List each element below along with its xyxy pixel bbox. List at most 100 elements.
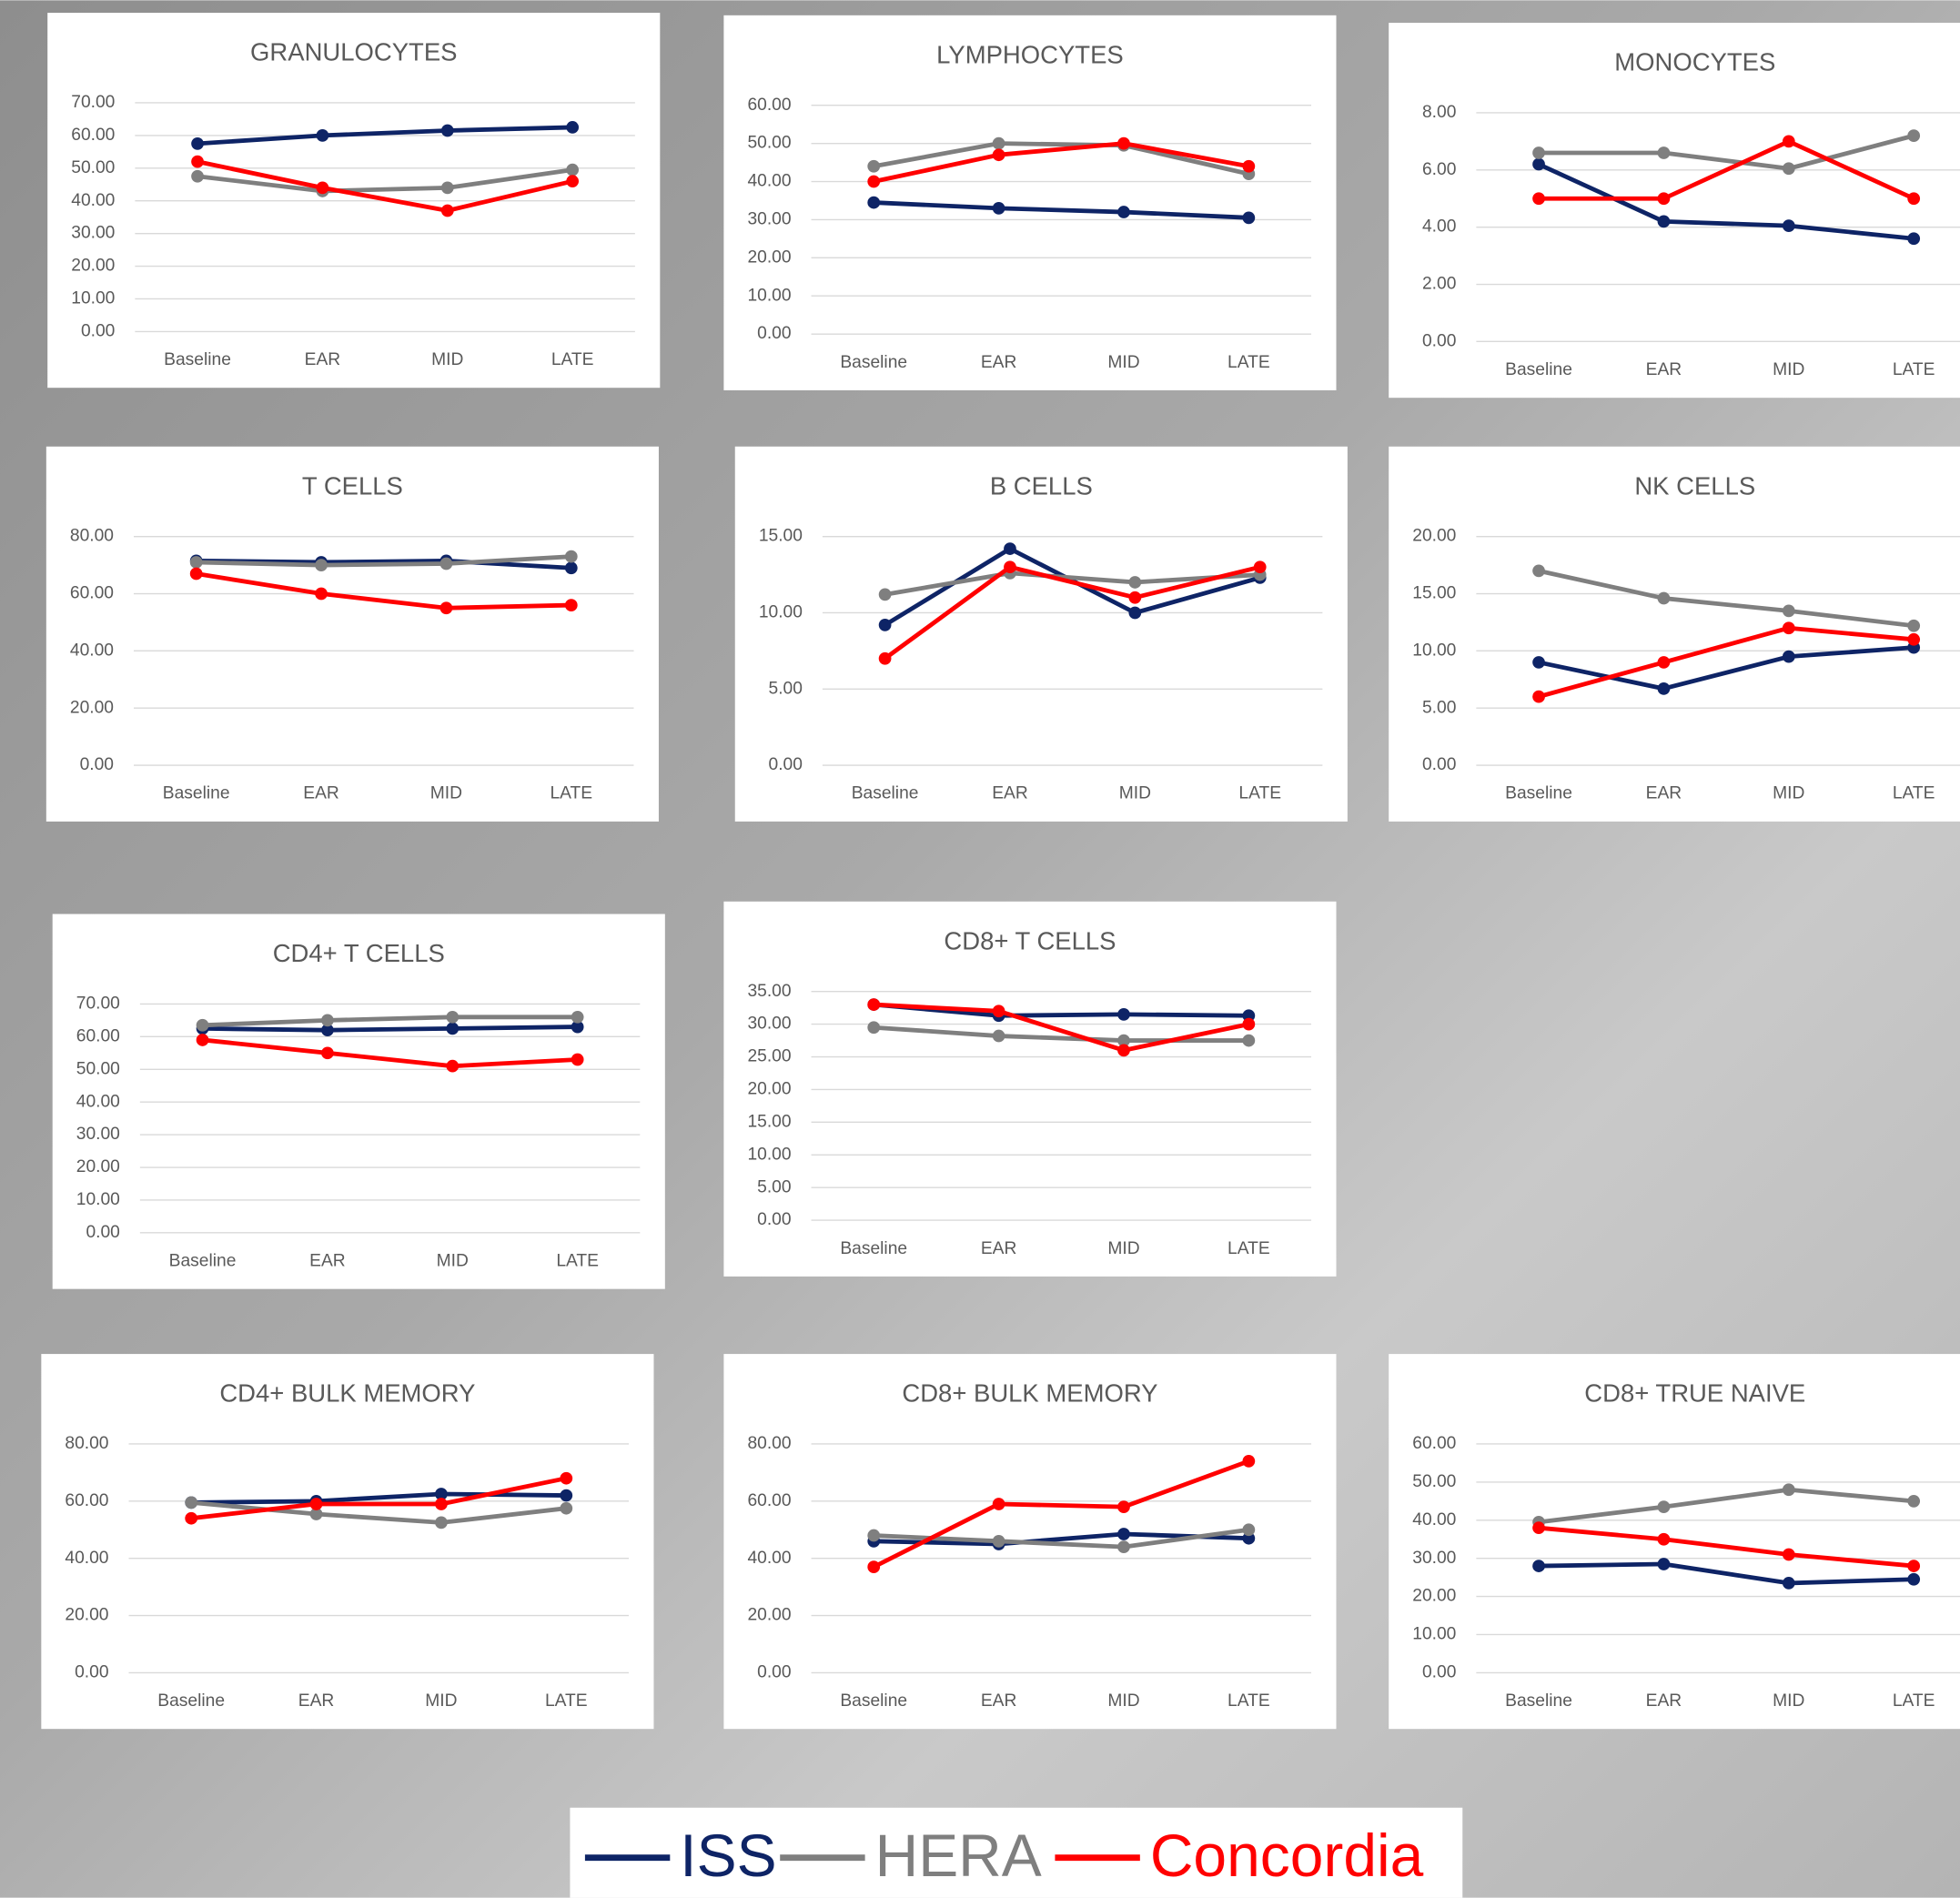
x-tick-label: LATE [550, 784, 592, 803]
data-point [1117, 206, 1130, 218]
data-point [1242, 211, 1256, 225]
y-tick-label: 10.00 [71, 289, 115, 308]
x-tick-label: Baseline [1505, 360, 1572, 379]
data-point [1782, 162, 1795, 176]
chart-panel [723, 15, 1337, 390]
data-point [435, 1498, 448, 1510]
series-line [191, 1491, 567, 1505]
data-point [1532, 656, 1545, 669]
legend-label: ISS [680, 1822, 776, 1889]
data-point [1657, 1500, 1671, 1513]
x-tick-label: EAR [992, 784, 1028, 803]
y-tick-label: 40.00 [71, 191, 115, 210]
data-point [191, 155, 204, 168]
chart-title: LYMPHOCYTES [936, 40, 1124, 68]
chart-title: MONOCYTES [1614, 48, 1775, 76]
legend-box [570, 1807, 1463, 1898]
data-point [439, 557, 453, 570]
y-tick-label: 25.00 [747, 1047, 791, 1066]
y-tick-label: 20.00 [76, 1157, 120, 1176]
x-tick-label: LATE [1228, 353, 1270, 372]
y-tick-label: 20.00 [70, 698, 114, 717]
x-tick-label: MID [437, 1252, 469, 1271]
data-point [446, 1022, 460, 1035]
x-tick-label: LATE [1893, 360, 1935, 379]
data-point [185, 1511, 198, 1525]
x-tick-label: Baseline [1505, 1691, 1572, 1711]
data-point [1657, 215, 1671, 228]
series-line [1538, 1487, 1915, 1525]
chart: B CELLS 0.00 5.00 10.00 15.00 Baseline EAR MID L… [734, 446, 1348, 822]
data-point [867, 175, 881, 188]
x-tick-label: LATE [1228, 1691, 1270, 1711]
data-point [1782, 604, 1795, 618]
data-point [1117, 136, 1130, 150]
chart: CD8+ TRUE NAIVE 0.00 10.00 20.00 30.00 40.00 5… [1389, 1354, 1960, 1730]
chart: CD4+ T CELLS 0.00 10.00 20.00 30.00 40.00 50.0… [52, 914, 665, 1289]
y-tick-label: 20.00 [65, 1606, 108, 1625]
y-tick-label: 0.00 [75, 1662, 108, 1681]
data-point [196, 1018, 209, 1032]
series-line [202, 1015, 578, 1028]
series-line [190, 1476, 567, 1521]
data-point [439, 601, 453, 615]
y-tick-label: 80.00 [747, 1434, 791, 1453]
data-point [1242, 1454, 1256, 1468]
y-tick-label: 10.00 [1412, 1625, 1456, 1644]
series-line [873, 141, 1249, 177]
data-point [1128, 606, 1142, 620]
y-tick-label: 40.00 [65, 1549, 108, 1568]
data-point [1004, 542, 1016, 555]
chart: CD4+ BULK MEMORY 0.00 20.00 40.00 60.00 80.00… [41, 1354, 654, 1730]
data-point [315, 587, 328, 601]
data-point [566, 163, 580, 177]
y-tick-label: 10.00 [747, 286, 791, 305]
y-tick-label: 0.00 [81, 321, 115, 340]
x-tick-label: Baseline [169, 1252, 237, 1271]
y-tick-label: 40.00 [1412, 1510, 1456, 1530]
data-point [321, 1014, 334, 1027]
chart-panel [45, 446, 659, 822]
data-point [1532, 1521, 1545, 1535]
chart: CD8+ T CELLS 0.00 5.00 10.00 15.00 20.00 25.00… [723, 901, 1337, 1277]
data-point [992, 1534, 1005, 1548]
x-tick-label: Baseline [164, 350, 231, 369]
y-tick-label: 60.00 [747, 1491, 791, 1510]
legend: ISS HERA Concordia [570, 1807, 1463, 1898]
x-tick-label: MID [1119, 784, 1151, 803]
chart-panel [41, 1354, 654, 1730]
y-tick-label: 0.00 [769, 755, 803, 774]
data-point [992, 1005, 1005, 1018]
data-point [878, 588, 892, 601]
data-point [878, 619, 892, 631]
data-point [1782, 621, 1795, 635]
series-line [197, 167, 573, 194]
data-point [867, 1529, 881, 1542]
data-point [1907, 619, 1921, 632]
y-tick-label: 0.00 [86, 1223, 119, 1242]
data-point [1782, 1483, 1795, 1497]
y-tick-label: 20.00 [1412, 527, 1456, 546]
y-tick-label: 80.00 [70, 527, 114, 546]
data-point [571, 1020, 584, 1034]
y-tick-label: 2.00 [1422, 275, 1456, 294]
data-point [1532, 1560, 1545, 1572]
y-tick-label: 0.00 [757, 324, 791, 343]
y-tick-label: 0.00 [1422, 331, 1456, 350]
chart-title: CD4+ BULK MEMORY [219, 1379, 475, 1408]
data-point [1242, 1017, 1256, 1031]
data-point [560, 1471, 573, 1485]
series-line [190, 1500, 567, 1525]
y-tick-label: 70.00 [71, 93, 115, 112]
chart-title: CD8+ BULK MEMORY [902, 1379, 1157, 1408]
y-tick-label: 8.00 [1422, 103, 1456, 122]
x-tick-label: Baseline [840, 353, 907, 372]
series-line [1539, 1561, 1915, 1586]
x-tick-label: EAR [309, 1252, 346, 1271]
x-tick-label: MID [425, 1691, 457, 1711]
data-point [1782, 650, 1795, 663]
data-point [1657, 591, 1671, 605]
data-point [867, 1560, 881, 1573]
data-point [1907, 1572, 1921, 1586]
